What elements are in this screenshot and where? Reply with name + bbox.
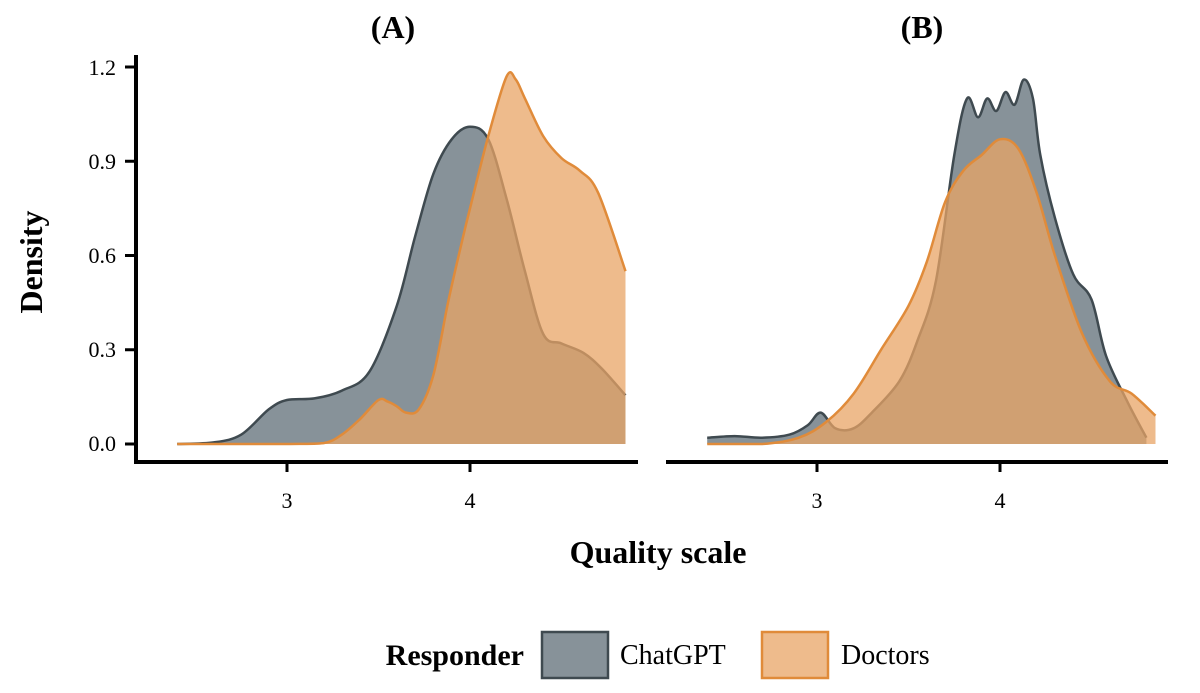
panel-b-plot bbox=[666, 78, 1168, 472]
panel-a-plot bbox=[125, 55, 638, 472]
x-tick-label-b-3: 3 bbox=[812, 488, 823, 513]
x-tick-labels: 3 4 3 4 bbox=[282, 488, 1006, 513]
density-line-doctors-panel-b bbox=[707, 137, 1157, 446]
legend-label-chatgpt: ChatGPT bbox=[620, 640, 726, 671]
legend: Responder ChatGPT Doctors bbox=[386, 630, 930, 680]
legend-title: Responder bbox=[386, 639, 524, 672]
y-tick-labels: 0.0 0.3 0.6 0.9 1.2 bbox=[89, 55, 117, 456]
y-axis-title: Density bbox=[13, 210, 49, 313]
density-line-chatgpt-panel-b bbox=[707, 78, 1148, 439]
density-area-doctors-panel-b bbox=[707, 138, 1156, 444]
y-tick-label: 0.0 bbox=[89, 431, 117, 456]
x-tick-label-a-3: 3 bbox=[282, 488, 293, 513]
density-line-doctors-panel-a bbox=[177, 71, 627, 446]
x-axis-title: Quality scale bbox=[570, 534, 747, 570]
y-tick-label: 0.6 bbox=[89, 243, 117, 268]
density-area-doctors-panel-a bbox=[177, 72, 626, 445]
y-tick-label: 1.2 bbox=[89, 55, 117, 80]
x-tick-label-a-4: 4 bbox=[465, 488, 476, 513]
legend-label-doctors: Doctors bbox=[841, 640, 930, 671]
panel-b-title: (B) bbox=[901, 9, 944, 45]
y-tick-label: 0.3 bbox=[89, 337, 117, 362]
x-tick-label-b-4: 4 bbox=[995, 488, 1006, 513]
legend-key-chatgpt bbox=[540, 630, 610, 680]
legend-key-doctors bbox=[760, 630, 830, 680]
y-tick-label: 0.9 bbox=[89, 149, 117, 174]
panel-a-title: (A) bbox=[371, 9, 415, 45]
